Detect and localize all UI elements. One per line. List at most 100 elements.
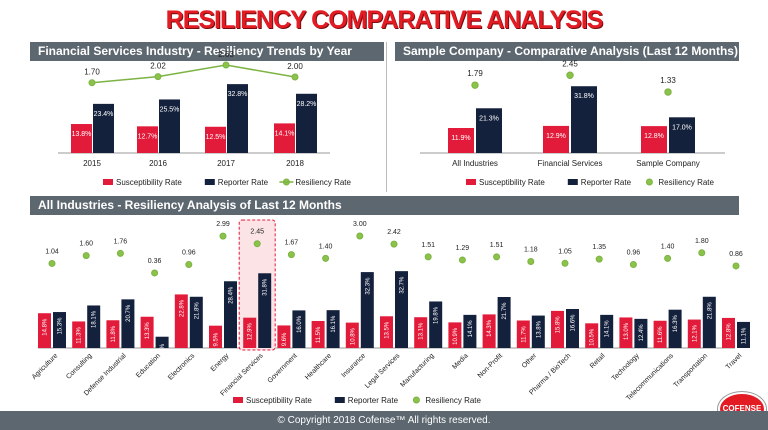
legend-swatch-0-2 [233,397,243,403]
chart3-bar-susceptibility [345,322,359,348]
chart3-label-susceptibility: 13.0% [624,322,630,340]
chart3-label-susceptibility: 11.7% [521,326,527,343]
chart3-category-label: Education [135,352,162,379]
chart3-resiliency-label: 1.40 [319,243,333,250]
chart1-category-label: 2018 [286,159,304,168]
panel-divider [386,42,387,192]
chart3-label-susceptibility: 12.9% [248,323,254,341]
chart3-category-label: Manufacturing [399,352,435,388]
chart3-label-susceptibility: 9.6% [282,332,288,346]
chart3-label-susceptibility: 10.9% [453,327,459,345]
legend-label-0-1: Susceptibility Rate [479,178,545,187]
legend-swatch-1-2 [334,397,345,403]
chart1-label-reporter: 32.8% [228,91,248,98]
chart2-category-label: Financial Services [538,159,603,168]
chart3-label-reporter: 14.1% [605,320,611,338]
chart1-bar-reporter [227,84,248,153]
chart1-resiliency-marker [222,61,230,69]
chart1-resiliency-label: 2.63 [218,50,234,59]
legend-label-1-2: Reporter Rate [348,396,399,405]
chart1-category-label: 2017 [217,159,235,168]
chart3-bar-reporter [360,272,374,348]
chart1-resiliency-marker [88,79,96,87]
chart1-resiliency-label: 2.02 [150,62,166,71]
chart2-bar-reporter [476,108,502,153]
chart3-bar-susceptibility [174,294,188,348]
chart3-bar-reporter [395,271,408,348]
chart3-label-reporter: 18.1% [92,310,98,328]
chart1-resiliency-marker [154,73,162,81]
chart3-resiliency-label: 1.18 [524,246,538,253]
chart3-bar-reporter [497,297,511,348]
chart3-bar-susceptibility [414,317,428,348]
chart3-label-susceptibility: 22.8% [179,299,185,317]
chart2-resiliency-label: 1.79 [467,69,483,78]
chart1-bar-reporter [93,103,114,153]
chart3-label-susceptibility: 12.8% [727,323,733,341]
chart3-bar-susceptibility [619,317,633,348]
chart3-label-reporter: 20.7% [126,304,132,322]
chart1-bar-reporter [159,99,180,153]
chart3-resiliency-marker [595,255,603,263]
chart3-label-susceptibility: 11.8% [111,325,117,342]
chart3-label-reporter: 21.7% [502,302,508,320]
chart3-label-reporter: 16.3% [673,315,679,333]
chart2-category-label: All Industries [452,159,498,168]
chart3-resiliency-marker [458,256,466,264]
chart3-label-reporter: 16.0% [297,315,303,333]
chart3-category-label: Other [521,352,539,370]
chart3-bar-susceptibility [311,320,325,348]
chart2-bar-reporter [669,117,695,153]
legend-resiliency-marker-1 [645,178,653,186]
chart3-resiliency-marker [185,261,193,269]
chart3-label-susceptibility: 9.5% [214,332,220,346]
chart3-category-label: Media [451,352,470,371]
chart3-bar-susceptibility [277,325,291,348]
legend-swatch-0-0 [103,179,113,185]
chart3-label-susceptibility: 13.3% [145,322,151,340]
chart3-category-label: Government [267,352,299,384]
chart3-label-reporter: 14.1% [468,320,474,338]
chart3-resiliency-label: 1.60 [79,241,93,248]
chart3-resiliency-marker [82,252,90,260]
chart3-resiliency-label: 0.86 [729,251,743,258]
chart2-bar-reporter [571,86,597,153]
chart3-label-reporter: 19.8% [434,306,440,324]
chart3-category-label: Electronics [167,352,197,382]
chart3-bar-reporter [87,305,101,348]
chart3-label-susceptibility: 11.5% [316,326,322,343]
chart3-resiliency-label: 0.96 [627,250,641,257]
chart3-resiliency-label: 1.29 [456,245,470,252]
chart3-category-label: Retail [589,352,607,370]
chart3-resiliency-label: 2.42 [387,229,401,236]
chart1-label-susceptibility: 12.5% [206,134,226,141]
chart1-resiliency-line [91,64,296,84]
chart3-resiliency-marker [664,254,672,262]
chart3-resiliency-marker [493,253,501,261]
chart3-label-susceptibility: 10.8% [350,327,356,345]
chart3-label-susceptibility: 13.1% [419,322,425,340]
chart3-bar-susceptibility [722,317,735,348]
chart3-category-label: Healthcare [304,352,333,381]
legend-label-resiliency-2: Resiliency Rate [425,396,481,405]
chart3-bar-susceptibility [448,322,462,348]
chart3-bar-reporter [292,310,306,348]
chart3-resiliency-label: 1.40 [661,243,675,250]
page-title: RESILIENCY COMPARATIVE ANALYSIS [165,6,604,34]
chart3-resiliency-marker [253,240,261,248]
chart3-bar-reporter [155,336,169,348]
chart3-resiliency-marker [629,261,637,269]
chart3-category-label: Transportation [673,352,710,389]
legend-swatch-1-1 [567,179,578,185]
legend-label-resiliency-0: Resiliency Rate [295,178,351,187]
chart1-category-label: 2015 [83,159,101,168]
chart3-resiliency-marker [561,259,569,267]
chart3-resiliency-marker [390,240,398,248]
chart3-label-reporter: 21.8% [194,302,200,320]
chart3-label-reporter: 16.6% [571,314,577,332]
chart3-label-reporter: 31.8% [263,278,269,296]
chart3-bar-susceptibility [38,313,51,348]
chart2-bar-susceptibility [448,128,474,153]
chart3-bar-reporter [429,301,443,348]
